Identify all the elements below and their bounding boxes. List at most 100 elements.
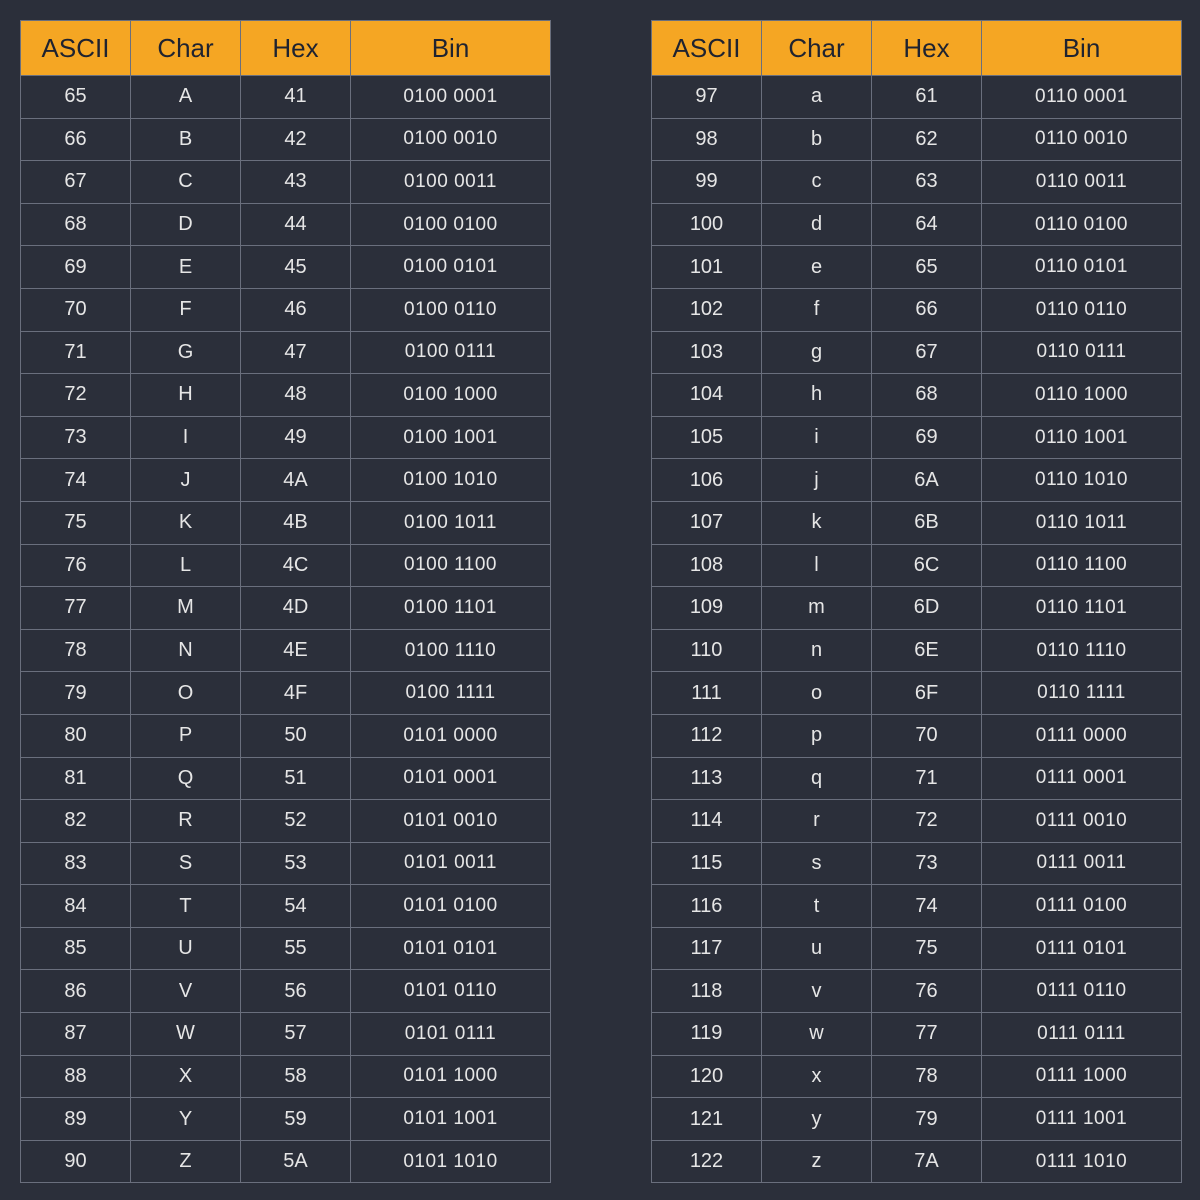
cell-ascii: 69	[21, 246, 131, 289]
table-row: 116t740111 0100	[652, 885, 1182, 928]
cell-bin: 0101 0011	[351, 842, 551, 885]
table-row: 101e650110 0101	[652, 246, 1182, 289]
cell-hex: 56	[241, 970, 351, 1013]
cell-char: X	[131, 1055, 241, 1098]
cell-hex: 65	[872, 246, 982, 289]
table-row: 90Z5A0101 1010	[21, 1140, 551, 1183]
cell-hex: 75	[872, 927, 982, 970]
cell-bin: 0111 0110	[982, 970, 1182, 1013]
table-row: 81Q510101 0001	[21, 757, 551, 800]
cell-char: b	[762, 118, 872, 161]
cell-char: m	[762, 587, 872, 630]
cell-ascii: 99	[652, 161, 762, 204]
cell-char: l	[762, 544, 872, 587]
cell-ascii: 113	[652, 757, 762, 800]
cell-hex: 72	[872, 800, 982, 843]
cell-bin: 0100 1011	[351, 501, 551, 544]
cell-char: c	[762, 161, 872, 204]
cell-hex: 58	[241, 1055, 351, 1098]
table-row: 87W570101 0111	[21, 1013, 551, 1056]
cell-hex: 55	[241, 927, 351, 970]
cell-char: S	[131, 842, 241, 885]
cell-hex: 79	[872, 1098, 982, 1141]
table-row: 112p700111 0000	[652, 714, 1182, 757]
cell-ascii: 79	[21, 672, 131, 715]
cell-char: y	[762, 1098, 872, 1141]
cell-ascii: 103	[652, 331, 762, 374]
col-header-bin: Bin	[982, 21, 1182, 76]
table-row: 77M4D0100 1101	[21, 587, 551, 630]
cell-ascii: 108	[652, 544, 762, 587]
cell-bin: 0111 1001	[982, 1098, 1182, 1141]
cell-bin: 0110 0110	[982, 288, 1182, 331]
cell-bin: 0111 0001	[982, 757, 1182, 800]
cell-bin: 0110 0111	[982, 331, 1182, 374]
cell-char: Z	[131, 1140, 241, 1183]
cell-char: Q	[131, 757, 241, 800]
cell-char: N	[131, 629, 241, 672]
table-row: 78N4E0100 1110	[21, 629, 551, 672]
cell-char: r	[762, 800, 872, 843]
cell-char: J	[131, 459, 241, 502]
cell-char: k	[762, 501, 872, 544]
table-row: 70F460100 0110	[21, 288, 551, 331]
col-header-char: Char	[131, 21, 241, 76]
cell-char: H	[131, 374, 241, 417]
cell-hex: 48	[241, 374, 351, 417]
cell-char: A	[131, 76, 241, 119]
cell-bin: 0101 0110	[351, 970, 551, 1013]
table-row: 72H480100 1000	[21, 374, 551, 417]
cell-bin: 0111 0010	[982, 800, 1182, 843]
cell-char: d	[762, 203, 872, 246]
table-row: 69E450100 0101	[21, 246, 551, 289]
cell-ascii: 114	[652, 800, 762, 843]
cell-bin: 0111 1010	[982, 1140, 1182, 1183]
table-row: 89Y590101 1001	[21, 1098, 551, 1141]
cell-char: i	[762, 416, 872, 459]
cell-bin: 0101 0000	[351, 714, 551, 757]
cell-char: z	[762, 1140, 872, 1183]
table-row: 106j6A0110 1010	[652, 459, 1182, 502]
table-row: 105i690110 1001	[652, 416, 1182, 459]
cell-hex: 6B	[872, 501, 982, 544]
cell-char: V	[131, 970, 241, 1013]
cell-ascii: 70	[21, 288, 131, 331]
cell-char: Y	[131, 1098, 241, 1141]
ascii-table-uppercase: ASCII Char Hex Bin 65A410100 000166B4201…	[20, 20, 551, 1183]
cell-hex: 69	[872, 416, 982, 459]
col-header-hex: Hex	[872, 21, 982, 76]
cell-ascii: 106	[652, 459, 762, 502]
cell-ascii: 117	[652, 927, 762, 970]
cell-hex: 45	[241, 246, 351, 289]
cell-bin: 0100 0001	[351, 76, 551, 119]
cell-bin: 0100 1000	[351, 374, 551, 417]
cell-bin: 0110 1001	[982, 416, 1182, 459]
cell-char: p	[762, 714, 872, 757]
ascii-table-lowercase: ASCII Char Hex Bin 97a610110 000198b6201…	[651, 20, 1182, 1183]
cell-bin: 0110 0101	[982, 246, 1182, 289]
cell-char: s	[762, 842, 872, 885]
cell-char: B	[131, 118, 241, 161]
tables-container: ASCII Char Hex Bin 65A410100 000166B4201…	[0, 0, 1200, 1183]
table-row: 76L4C0100 1100	[21, 544, 551, 587]
table-row: 79O4F0100 1111	[21, 672, 551, 715]
cell-bin: 0100 0111	[351, 331, 551, 374]
cell-ascii: 112	[652, 714, 762, 757]
cell-hex: 47	[241, 331, 351, 374]
cell-bin: 0100 1010	[351, 459, 551, 502]
table-row: 82R520101 0010	[21, 800, 551, 843]
cell-ascii: 109	[652, 587, 762, 630]
table-row: 73I490100 1001	[21, 416, 551, 459]
table-row: 114r720111 0010	[652, 800, 1182, 843]
cell-ascii: 121	[652, 1098, 762, 1141]
cell-char: a	[762, 76, 872, 119]
cell-char: o	[762, 672, 872, 715]
cell-bin: 0111 0011	[982, 842, 1182, 885]
cell-bin: 0110 1111	[982, 672, 1182, 715]
table-row: 71G470100 0111	[21, 331, 551, 374]
cell-bin: 0101 1001	[351, 1098, 551, 1141]
cell-hex: 44	[241, 203, 351, 246]
cell-ascii: 71	[21, 331, 131, 374]
table-row: 120x780111 1000	[652, 1055, 1182, 1098]
cell-bin: 0110 1010	[982, 459, 1182, 502]
